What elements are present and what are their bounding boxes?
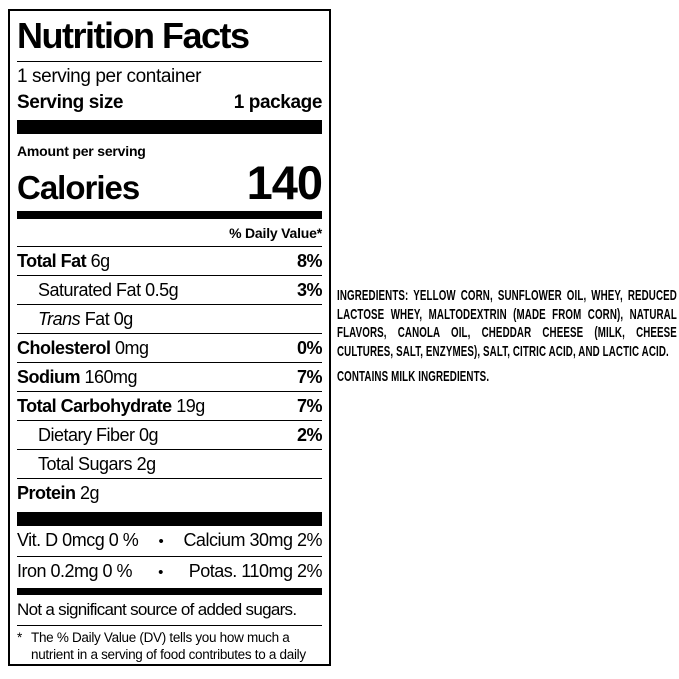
- section-divider-bar: [17, 512, 322, 526]
- micronutrient-row: Iron 0.2mg 0 % • Potas. 110mg 2%: [17, 556, 322, 587]
- bullet-separator: •: [158, 564, 163, 581]
- nutrient-rows: Total Fat 6g 8% Saturated Fat 0.5g 3% Trans …: [17, 246, 323, 507]
- micronutrient-rows: Vit. D 0mcg 0 % • Calcium 30mg 2% Iron 0.2m…: [17, 526, 322, 587]
- daily-value-percent: 0%: [296, 338, 323, 358]
- daily-value-footnote: * The % Daily Value (DV) tells you how m…: [17, 625, 322, 664]
- nutrient-row: Total Fat 6g 8%: [17, 246, 323, 275]
- daily-value-percent: 2%: [296, 425, 323, 445]
- nutrient-row: Protein 2g: [17, 478, 322, 507]
- nutrient-row: Total Sugars 2g: [17, 449, 322, 478]
- nutrient-row: Dietary Fiber 0g 2%: [17, 420, 323, 449]
- allergen-statement: CONTAINS MILK INGREDIENTS.: [337, 368, 490, 385]
- section-divider-bar: [17, 120, 322, 134]
- nutrient-row: Total Carbohydrate 19g 7%: [17, 391, 323, 420]
- daily-value-header: % Daily Value*: [229, 225, 322, 241]
- servings-per-container: 1 serving per container: [17, 66, 202, 87]
- nutrient-row: Sodium 160mg 7%: [17, 362, 323, 391]
- ingredients-section: INGREDIENTS: YELLOW CORN, SUNFLOWER OIL,…: [337, 287, 677, 387]
- micronutrient-row: Vit. D 0mcg 0 % • Calcium 30mg 2%: [17, 526, 322, 556]
- serving-size-value: 1 package: [233, 92, 323, 113]
- ingredients-inner: INGREDIENTS: YELLOW CORN, SUNFLOWER OIL,…: [337, 287, 677, 387]
- amount-per-serving-label: Amount per serving: [17, 143, 146, 159]
- calories-row: Calories 140: [17, 156, 323, 209]
- serving-size-row: Serving size 1 package: [17, 90, 322, 115]
- daily-value-percent: 8%: [296, 251, 323, 271]
- calories-value: 140: [246, 156, 323, 209]
- no-added-sugars-note: Not a significant source of added sugars…: [17, 600, 297, 619]
- daily-value-percent: 7%: [296, 396, 323, 416]
- section-divider-bar: [17, 211, 322, 219]
- label-title: Nutrition Facts: [17, 13, 322, 62]
- serving-size-label: Serving size: [17, 92, 124, 113]
- nutrient-row: Cholesterol 0mg 0%: [17, 333, 323, 362]
- ingredients-text: INGREDIENTS: YELLOW CORN, SUNFLOWER OIL,…: [337, 287, 677, 360]
- calories-label: Calories: [17, 169, 140, 206]
- nutrition-facts-label: Nutrition Facts 1 serving per container …: [8, 9, 331, 666]
- nutrient-row: Trans Fat 0g: [17, 304, 322, 333]
- nutrient-row: Saturated Fat 0.5g 3%: [17, 275, 323, 304]
- bullet-separator: •: [158, 533, 164, 550]
- footnote-text: The % Daily Value (DV) tells you how muc…: [31, 630, 306, 664]
- footnote-asterisk: *: [17, 630, 22, 645]
- daily-value-percent: 3%: [296, 280, 323, 300]
- section-divider-bar: [17, 588, 322, 595]
- daily-value-percent: 7%: [296, 367, 323, 387]
